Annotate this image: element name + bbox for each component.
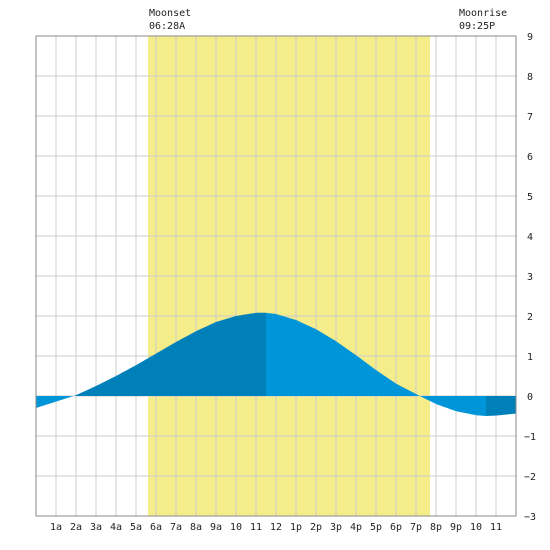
plot-frame [35,35,517,517]
x-tick-label: 10 [230,522,242,533]
y-tick-label: 2 [527,312,533,323]
x-tick-label: 6p [390,522,402,533]
x-tick-label: 1p [290,522,302,533]
x-tick-label: 11 [490,522,502,533]
x-tick-label: 6a [150,522,162,533]
x-tick-label: 7a [170,522,182,533]
tide-segment-1 [36,395,76,408]
y-tick-label: 9 [527,32,533,43]
moon-annotation: Moonrise 09:25P [459,8,507,32]
x-tick-label: 4p [350,522,362,533]
tide-segment-5 [486,396,516,416]
x-tick-label: 5a [130,522,142,533]
y-tick-label: 3 [527,272,533,283]
y-tick-label: 5 [527,192,533,203]
x-tick-label: 7p [410,522,422,533]
x-tick-label: 3p [330,522,342,533]
x-tick-label: 4a [110,522,122,533]
tide-segment-4 [423,396,486,416]
moonset-label: Moonset [149,8,191,19]
moonrise-label: Moonrise [459,8,507,19]
y-tick-label: 8 [527,72,533,83]
y-tick-label: −1 [524,432,536,443]
x-tick-label: 1a [50,522,62,533]
x-tick-label: 2a [70,522,82,533]
x-tick-label: 10 [470,522,482,533]
x-tick-label: 12 [270,522,282,533]
x-tick-label: 8p [430,522,442,533]
y-tick-label: 6 [527,152,533,163]
y-tick-label: 7 [527,112,533,123]
tide-segment-2 [76,312,266,396]
x-tick-label: 11 [250,522,262,533]
y-tick-label: 4 [527,232,533,243]
y-tick-label: 1 [527,352,533,363]
x-tick-label: 9a [210,522,222,533]
moonset-time: 06:28A [149,21,185,32]
y-tick-label: 0 [527,392,533,403]
moonrise-time: 09:25P [459,21,495,32]
x-tick-label: 2p [310,522,322,533]
tide-segment-3 [266,312,423,398]
y-tick-label: −2 [524,472,536,483]
x-tick-label: 9p [450,522,462,533]
y-tick-label: −3 [524,512,536,523]
x-tick-label: 8a [190,522,202,533]
x-tick-label: 3a [90,522,102,533]
x-tick-label: 5p [370,522,382,533]
moon-annotation: Moonset 06:28A [149,8,191,32]
